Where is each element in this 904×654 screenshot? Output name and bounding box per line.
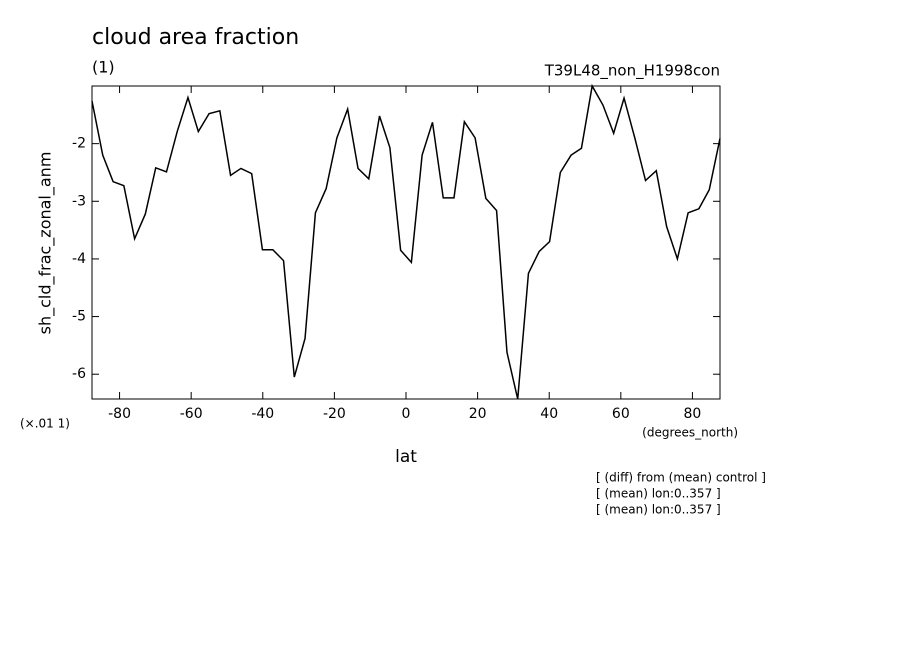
note: [ (diff) from (mean) control ] (596, 471, 766, 485)
x-tick-label: 60 (612, 406, 630, 422)
x-tick-label: 80 (684, 406, 702, 422)
chart-subtitle: (1) (92, 58, 115, 77)
y-tick-label: -5 (72, 309, 86, 325)
x-axis-label: lat (395, 447, 417, 467)
x-tick-label: -40 (251, 406, 274, 422)
x-tick-label: 40 (540, 406, 558, 422)
y-tick-label: -4 (72, 251, 86, 267)
data-line (91, 83, 721, 400)
experiment-label: T39L48_non_H1998con (544, 62, 720, 81)
note: [ (mean) lon:0..357 ] (596, 487, 721, 501)
x-tick-label: 20 (469, 406, 487, 422)
plot-frame (91, 85, 721, 400)
x-tick-label: -20 (323, 406, 346, 422)
y-tick-label: -2 (72, 136, 86, 152)
y-scale-label: (×.01 1) (20, 417, 70, 431)
note: [ (mean) lon:0..357 ] (596, 503, 721, 517)
y-tick-label: -3 (72, 193, 86, 209)
y-axis-label: sh_cld_frac_zonal_anm (36, 152, 56, 335)
x-tick-label: -60 (180, 406, 203, 422)
chart-title: cloud area fraction (92, 25, 299, 50)
x-units-label: (degrees_north) (642, 426, 738, 440)
x-tick-label: 0 (402, 406, 411, 422)
y-tick-label: -6 (72, 366, 86, 382)
x-tick-label: -80 (108, 406, 131, 422)
